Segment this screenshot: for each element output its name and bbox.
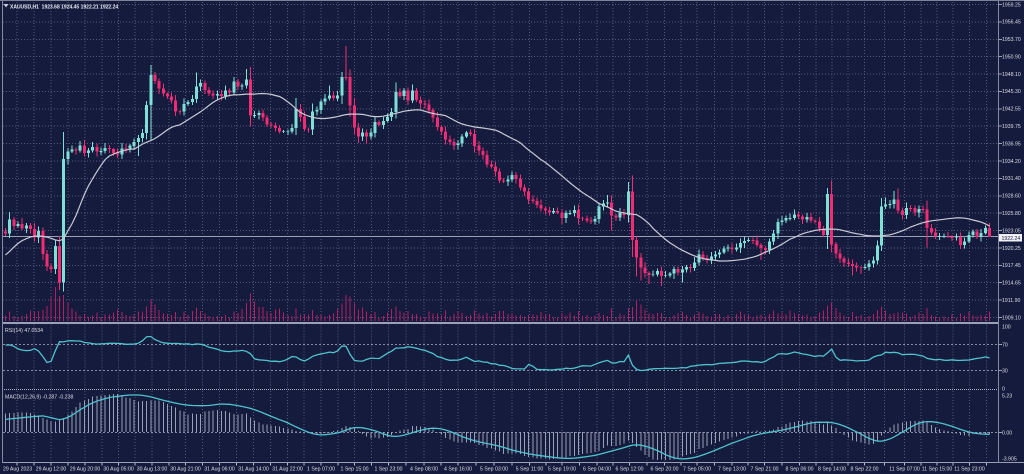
- svg-text:1 Sep 07:00: 1 Sep 07:00: [307, 466, 335, 472]
- svg-text:1948.10: 1948.10: [1002, 72, 1021, 78]
- svg-text:4 Sep 16:00: 4 Sep 16:00: [444, 466, 472, 472]
- svg-text:-3.905: -3.905: [1002, 457, 1017, 463]
- svg-text:1956.45: 1956.45: [1002, 20, 1021, 26]
- svg-text:1922.24: 1922.24: [1002, 236, 1021, 242]
- svg-text:1917.45: 1917.45: [1002, 263, 1021, 269]
- svg-text:6 Sep 12:00: 6 Sep 12:00: [616, 466, 644, 472]
- svg-text:4 Sep 08:00: 4 Sep 08:00: [410, 466, 438, 472]
- svg-text:8 Sep 22:00: 8 Sep 22:00: [851, 466, 879, 472]
- svg-text:7 Sep 05:00: 7 Sep 05:00: [683, 466, 711, 472]
- svg-text:31 Aug 22:00: 31 Aug 22:00: [272, 466, 303, 472]
- svg-text:5 Sep 03:00: 5 Sep 03:00: [480, 466, 508, 472]
- svg-text:8 Sep 14:00: 8 Sep 14:00: [818, 466, 846, 472]
- svg-text:6 Sep 20:00: 6 Sep 20:00: [651, 466, 679, 472]
- svg-text:5.23: 5.23: [1002, 394, 1012, 400]
- svg-text:70: 70: [1002, 342, 1008, 348]
- svg-text:8 Sep 06:00: 8 Sep 06:00: [786, 466, 814, 472]
- svg-text:5 Sep 19:00: 5 Sep 19:00: [548, 466, 576, 472]
- svg-text:RSI(14) 47.0534: RSI(14) 47.0534: [5, 328, 43, 334]
- svg-text:1931.40: 1931.40: [1002, 176, 1021, 182]
- svg-text:30: 30: [1002, 368, 1008, 374]
- svg-text:1 Sep 15:00: 1 Sep 15:00: [341, 466, 369, 472]
- svg-text:1950.90: 1950.90: [1002, 55, 1021, 61]
- svg-text:1909.10: 1909.10: [1002, 315, 1021, 321]
- svg-text:1959.25: 1959.25: [1002, 2, 1021, 8]
- svg-text:1925.80: 1925.80: [1002, 211, 1021, 217]
- svg-text:0.00: 0.00: [1002, 430, 1012, 436]
- svg-text:7 Sep 21:00: 7 Sep 21:00: [751, 466, 779, 472]
- svg-text:31 Aug 14:00: 31 Aug 14:00: [238, 466, 269, 472]
- svg-text:30 Aug 05:00: 30 Aug 05:00: [103, 466, 134, 472]
- svg-text:11 Sep 15:00: 11 Sep 15:00: [922, 466, 953, 472]
- svg-text:1945.30: 1945.30: [1002, 89, 1021, 95]
- svg-text:31 Aug 06:00: 31 Aug 06:00: [204, 466, 235, 472]
- svg-text:29 Aug 2023: 29 Aug 2023: [3, 466, 32, 472]
- svg-text:6 Sep 04:00: 6 Sep 04:00: [583, 466, 611, 472]
- svg-text:1928.60: 1928.60: [1002, 194, 1021, 200]
- svg-text:29 Aug 12:00: 29 Aug 12:00: [36, 466, 67, 472]
- svg-text:0: 0: [1002, 387, 1005, 393]
- svg-text:11 Sep 07:00: 11 Sep 07:00: [889, 466, 920, 472]
- svg-text:100: 100: [1002, 325, 1011, 331]
- svg-text:1953.70: 1953.70: [1002, 37, 1021, 43]
- svg-text:1911.90: 1911.90: [1002, 298, 1020, 304]
- svg-text:MACD(12,26,9) -0.287 -0.238: MACD(12,26,9) -0.287 -0.238: [5, 395, 73, 401]
- svg-text:XAUUSD,H1 1923.68 1924.45 192: XAUUSD,H1 1923.68 1924.45 1922.21 1922.2…: [10, 5, 118, 11]
- svg-text:5 Sep 11:00: 5 Sep 11:00: [516, 466, 544, 472]
- svg-text:1923.05: 1923.05: [1002, 228, 1021, 234]
- svg-text:7 Sep 13:00: 7 Sep 13:00: [718, 466, 746, 472]
- svg-text:1 Sep 23:00: 1 Sep 23:00: [375, 466, 403, 472]
- svg-text:30 Aug 21:00: 30 Aug 21:00: [170, 466, 201, 472]
- svg-text:11 Sep 23:00: 11 Sep 23:00: [954, 466, 985, 472]
- svg-text:1936.95: 1936.95: [1002, 141, 1021, 147]
- svg-text:30 Aug 13:00: 30 Aug 13:00: [137, 466, 168, 472]
- svg-text:1914.65: 1914.65: [1002, 281, 1021, 287]
- svg-text:1939.75: 1939.75: [1002, 124, 1021, 130]
- svg-text:1934.20: 1934.20: [1002, 159, 1021, 165]
- svg-text:29 Aug 20:00: 29 Aug 20:00: [70, 466, 101, 472]
- svg-text:1942.55: 1942.55: [1002, 107, 1021, 113]
- svg-text:1920.25: 1920.25: [1002, 246, 1021, 252]
